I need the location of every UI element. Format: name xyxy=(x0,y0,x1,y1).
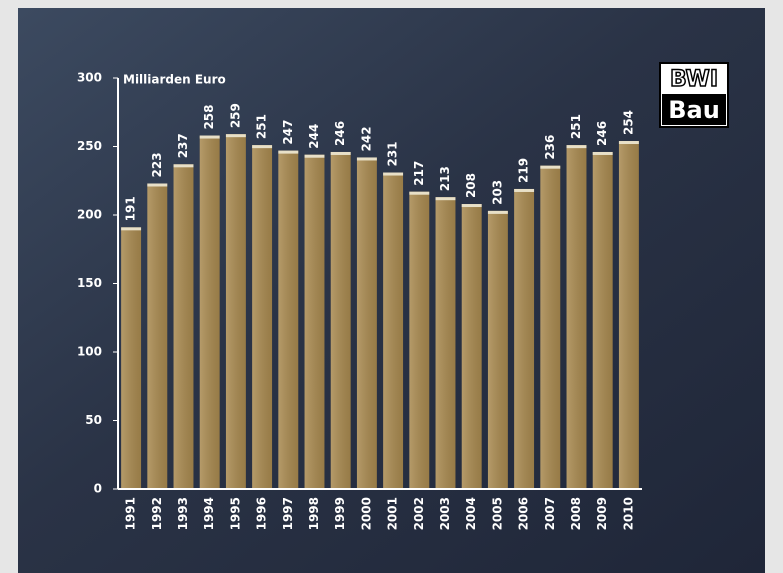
bar-cap xyxy=(593,152,613,155)
bar-cap xyxy=(252,145,272,148)
bar-cap xyxy=(383,173,403,176)
bar-cap xyxy=(567,145,587,148)
y-axis-label: Milliarden Euro xyxy=(123,73,226,87)
value-label: 223 xyxy=(150,152,164,177)
value-label: 246 xyxy=(595,121,609,146)
value-label: 237 xyxy=(176,133,190,158)
x-tick-label: 1994 xyxy=(202,497,216,530)
y-tick-label: 50 xyxy=(85,413,102,427)
y-tick-label: 100 xyxy=(77,345,102,359)
x-tick-label: 2000 xyxy=(359,497,373,530)
x-tick-label: 2006 xyxy=(517,497,531,530)
x-tick-label: 1993 xyxy=(176,497,190,530)
y-tick-label: 0 xyxy=(94,482,102,496)
x-tick-label: 2001 xyxy=(386,497,400,530)
bar-shade xyxy=(200,136,220,489)
bar-cap xyxy=(436,197,456,200)
bar-shade xyxy=(174,164,194,489)
bar-cap xyxy=(174,164,194,167)
value-label: 244 xyxy=(307,124,321,149)
bar-shade xyxy=(252,145,272,489)
bar-cap xyxy=(514,189,534,192)
bar-shade xyxy=(226,134,246,489)
bar-shade xyxy=(121,227,141,489)
y-tick-label: 250 xyxy=(77,139,102,153)
x-tick-label: 2010 xyxy=(621,497,635,530)
bar-cap xyxy=(278,151,298,154)
bar-cap xyxy=(305,155,325,158)
x-tick-label: 1997 xyxy=(281,497,295,530)
bar-cap xyxy=(147,183,167,186)
bar-shade xyxy=(357,157,377,489)
x-tick-label: 2004 xyxy=(464,497,478,530)
value-label: 219 xyxy=(517,158,531,183)
bar-cap xyxy=(409,192,429,195)
x-tick-label: 1992 xyxy=(150,497,164,530)
logo: BWI Bau xyxy=(660,63,728,127)
value-label: 208 xyxy=(464,173,478,198)
value-label: 246 xyxy=(333,121,347,146)
x-tick-label: 1991 xyxy=(124,497,138,530)
bar-shade xyxy=(383,173,403,489)
value-label: 191 xyxy=(124,196,138,221)
x-tick-label: 2007 xyxy=(543,497,557,530)
bar-shade xyxy=(331,152,351,489)
chart: Milliarden Euro BWI Bau 0 50 100 150 200 250 3… xyxy=(0,0,783,573)
logo-top: BWI xyxy=(670,67,718,92)
value-label: 258 xyxy=(202,104,216,129)
page: Milliarden Euro BWI Bau 0 50 100 150 200 250 3… xyxy=(0,0,783,573)
bar-cap xyxy=(488,211,508,214)
bar-shade xyxy=(409,192,429,489)
bar-shade xyxy=(619,141,639,489)
bar-shade xyxy=(540,166,560,489)
value-label: 251 xyxy=(255,114,269,139)
value-label: 254 xyxy=(621,110,635,135)
x-tick-label: 1998 xyxy=(307,497,321,530)
bar-cap xyxy=(121,227,141,230)
x-tick-label: 2009 xyxy=(595,497,609,530)
bar-cap xyxy=(619,141,639,144)
value-label: 217 xyxy=(412,161,426,186)
y-tick-label: 300 xyxy=(77,71,102,85)
x-tick-label: 2008 xyxy=(569,497,583,530)
x-tick-label: 1999 xyxy=(333,497,347,530)
bar-shade xyxy=(488,211,508,489)
value-label: 259 xyxy=(228,103,242,128)
bar-shade xyxy=(462,204,482,489)
bar-shade xyxy=(567,145,587,489)
bar-cap xyxy=(540,166,560,169)
value-label: 213 xyxy=(438,166,452,191)
bar-shade xyxy=(514,189,534,489)
bar-shade xyxy=(278,151,298,489)
value-label: 236 xyxy=(543,135,557,160)
value-label: 203 xyxy=(490,180,504,205)
bar-cap xyxy=(357,157,377,160)
x-tick-label: 2005 xyxy=(490,497,504,530)
bar-shade xyxy=(593,152,613,489)
value-label: 231 xyxy=(386,141,400,166)
x-tick-label: 1996 xyxy=(255,497,269,530)
value-label: 251 xyxy=(569,114,583,139)
x-tick-label: 1995 xyxy=(228,497,242,530)
y-tick-label: 200 xyxy=(77,208,102,222)
bar-cap xyxy=(462,204,482,207)
bar-shade xyxy=(147,183,167,489)
value-label: 247 xyxy=(281,120,295,145)
bar-shade xyxy=(305,155,325,489)
value-label: 242 xyxy=(359,126,373,151)
bar-shade xyxy=(436,197,456,489)
bar-cap xyxy=(200,136,220,139)
x-tick-label: 2003 xyxy=(438,497,452,530)
x-tick-label: 2002 xyxy=(412,497,426,530)
bar-cap xyxy=(331,152,351,155)
logo-bottom: Bau xyxy=(668,96,720,124)
bar-cap xyxy=(226,134,246,137)
y-tick-label: 150 xyxy=(77,276,102,290)
